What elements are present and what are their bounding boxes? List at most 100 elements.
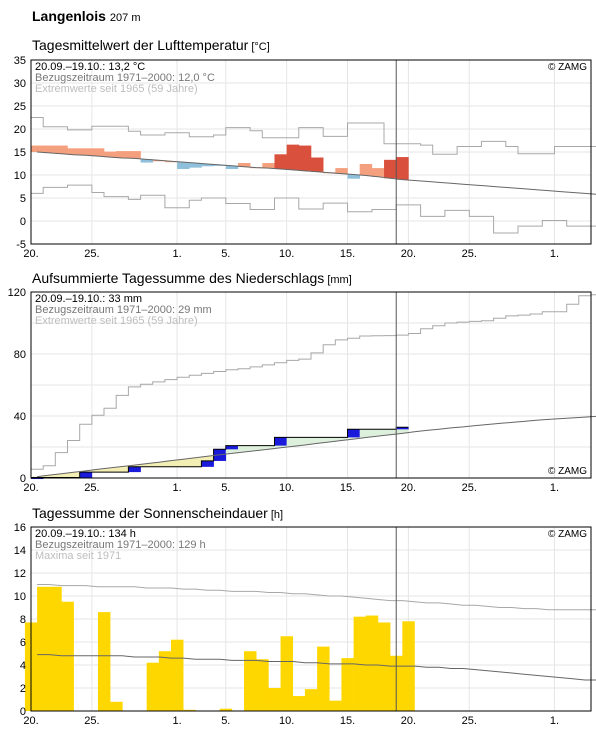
temperature-anomaly-bar <box>262 163 275 169</box>
sunshine-info-reference: Bezugszeitraum 1971–2000: 129 h <box>35 539 206 551</box>
sunshine-x-tick-label: 5. <box>221 715 230 727</box>
temperature-anomaly-bar <box>335 168 348 174</box>
precipitation-deviation-band <box>152 462 166 467</box>
temperature-anomaly-bar <box>371 168 385 177</box>
sunshine-bar <box>317 646 330 711</box>
sunshine-y-tick-label: 14 <box>14 545 26 557</box>
temperature-y-tick-label: 25 <box>14 101 26 113</box>
temperature-anomaly-bar <box>274 154 287 170</box>
sunshine-bar <box>146 662 160 711</box>
precipitation-x-tick-label: 1. <box>172 482 181 494</box>
sunshine-x-tick-label: 25. <box>462 715 477 727</box>
sunshine-bar <box>110 701 123 711</box>
sunshine-info-extremes: Maxima seit 1971 <box>35 550 121 562</box>
temperature-anomaly-bar <box>91 148 105 157</box>
precipitation-deviation-band <box>359 429 373 438</box>
sunshine-x-tick-label: 20. <box>401 715 416 727</box>
precipitation-deviation-band <box>323 437 336 443</box>
temperature-anomaly-bar <box>104 151 117 158</box>
sunshine-bar <box>256 659 269 711</box>
temperature-panel: -5 0 5 10 15 20 25 30 35 20. 25. 1. 5. 10. 15. 20. 25. 1.… <box>14 55 596 260</box>
precipitation-daily-increment <box>347 429 360 438</box>
sunshine-bar <box>37 586 50 711</box>
sunshine-frame <box>30 526 592 712</box>
precipitation-deviation-band <box>67 472 80 478</box>
temperature-anomaly-bar <box>140 159 154 163</box>
temperature-climate-line <box>37 151 596 195</box>
temperature-copyright: © ZAMG <box>548 62 587 73</box>
temperature-frame <box>30 59 592 245</box>
sunshine-y-tick-label: 0 <box>20 706 26 718</box>
sunshine-y-tick-label: 6 <box>20 637 26 649</box>
temperature-unit: [°C] <box>251 41 270 53</box>
sunshine-y-tick-label: 4 <box>20 660 26 672</box>
sunshine-bar <box>268 688 281 711</box>
temperature-anomaly-bar <box>79 148 93 156</box>
precipitation-deviation-band <box>384 429 397 435</box>
temperature-anomaly-bar <box>116 151 129 158</box>
sunshine-bar <box>158 651 172 711</box>
sunshine-climate-line <box>37 654 596 681</box>
sunshine-x-tick-label: 1. <box>172 715 181 727</box>
temperature-x-tick-label: 1. <box>550 248 559 260</box>
sunshine-x-tick-label: 20. <box>23 715 38 727</box>
sunshine-info-observed: 20.09.–19.10.: 134 h <box>35 528 136 540</box>
precipitation-daily-increment <box>225 445 239 450</box>
precipitation-observed-line <box>31 426 409 478</box>
precipitation-deviation-band <box>79 470 93 473</box>
temperature-y-tick-label: 35 <box>14 55 26 67</box>
precipitation-x-tick-label: 1. <box>550 482 559 494</box>
temperature-anomaly-bar <box>237 163 251 167</box>
temperature-x-tick-label: 20. <box>401 248 416 260</box>
temperature-anomaly-bar <box>384 159 397 179</box>
precipitation-x-tick-label: 20. <box>401 482 416 494</box>
precipitation-deviation-band <box>177 459 190 467</box>
precipitation-daily-increment <box>201 460 214 467</box>
station-altitude: 207 m <box>109 12 141 24</box>
temperature-anomaly-bar <box>67 148 80 155</box>
temperature-anomaly-bar <box>128 151 141 159</box>
temperature-max-line <box>31 117 596 155</box>
temperature-x-tick-label: 1. <box>172 248 181 260</box>
temperature-anomaly-bar <box>177 162 190 170</box>
sunshine-bar <box>292 696 306 711</box>
temperature-y-tick-label: 20 <box>14 124 26 136</box>
temperature-anomaly-bar <box>311 157 324 172</box>
sunshine-max-line <box>37 584 596 611</box>
precipitation-max-line <box>31 294 596 470</box>
sunshine-bar <box>244 651 257 711</box>
precipitation-x-tick-label: 5. <box>221 482 230 494</box>
precipitation-deviation-band <box>189 457 202 467</box>
precipitation-deviation-band <box>396 427 409 434</box>
precipitation-y-tick-label: 120 <box>8 287 26 299</box>
temperature-info-extremes: Extremwerte seit 1965 (59 Jahre) <box>35 83 198 95</box>
precipitation-deviation-band <box>286 437 300 447</box>
temperature-x-tick-label: 25. <box>462 248 477 260</box>
sunshine-y-tick-label: 8 <box>20 614 26 626</box>
precipitation-deviation-band <box>201 456 214 461</box>
temperature-x-tick-label: 20. <box>23 248 38 260</box>
temperature-y-tick-label: 10 <box>14 170 26 182</box>
sunshine-bar <box>365 615 379 711</box>
precipitation-deviation-band <box>250 445 263 451</box>
sunshine-bar <box>304 689 318 711</box>
precipitation-deviation-band <box>164 460 178 467</box>
sunshine-bar <box>61 601 74 711</box>
precipitation-panel: 0 40 80 120 20. 25. 1. 5. 10. 15. 20. 25. 1. 20.09.–1… <box>8 287 596 494</box>
sunshine-panel: 0 2 4 6 8 10 12 14 16 20. 25. 1. 5. 10. 15. 20. 25. 1. 20.… <box>14 522 596 727</box>
precipitation-x-tick-label: 20. <box>23 482 38 494</box>
sunshine-y-tick-label: 10 <box>14 591 26 603</box>
precipitation-x-tick-label: 25. <box>462 482 477 494</box>
temperature-anomaly-bar <box>347 174 360 179</box>
temperature-anomaly-bar <box>298 145 312 171</box>
sunshine-bar <box>97 612 111 711</box>
precipitation-deviation-band <box>104 467 117 473</box>
sunshine-y-tick-label: 16 <box>14 522 26 534</box>
temperature-anomaly-bar <box>31 145 44 152</box>
temperature-y-tick-label: -5 <box>16 239 26 251</box>
sunshine-x-tick-label: 25. <box>84 715 99 727</box>
temperature-anomaly-bar <box>359 163 373 176</box>
precipitation-deviation-band <box>116 466 129 473</box>
precipitation-deviation-band <box>225 445 239 454</box>
precipitation-unit: [mm] <box>327 274 352 286</box>
